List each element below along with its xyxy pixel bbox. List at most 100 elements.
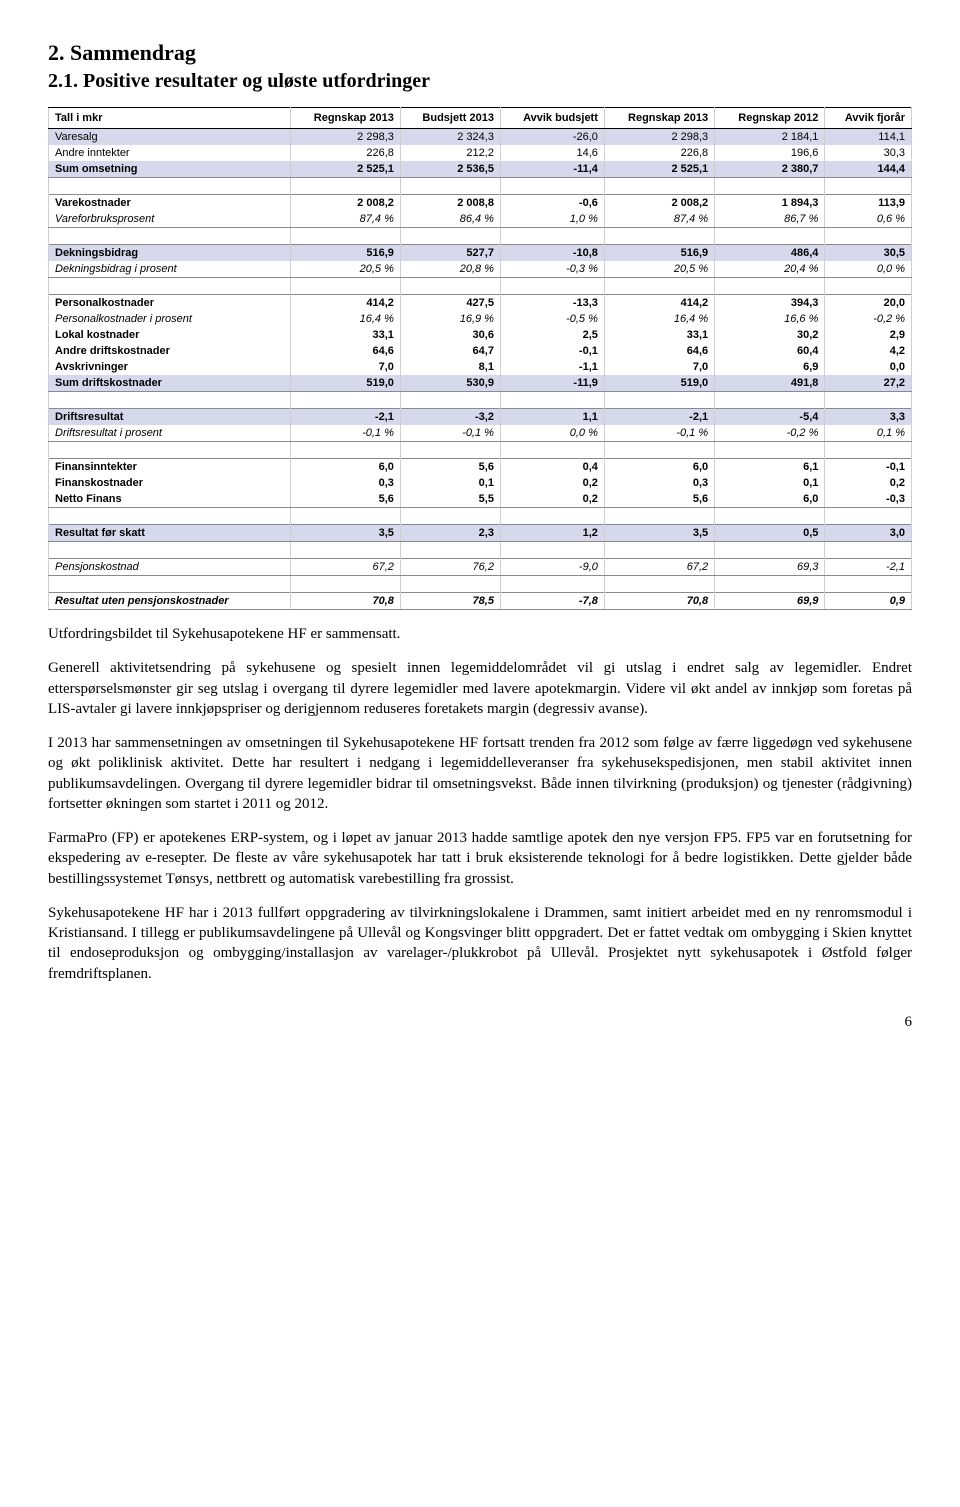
cell-value: 14,6 [500, 145, 604, 161]
cell-value: 6,9 [715, 359, 825, 375]
cell-value: 30,3 [825, 145, 912, 161]
row-label: Varesalg [49, 129, 291, 146]
cell-value: 67,2 [604, 559, 714, 576]
cell-value: 530,9 [400, 375, 500, 392]
cell-value: 70,8 [290, 593, 400, 610]
table-column-header: Avvik fjorår [825, 108, 912, 129]
cell-value: -11,4 [500, 161, 604, 178]
cell-value: 2,3 [400, 525, 500, 542]
cell-value: -13,3 [500, 295, 604, 312]
table-row: Pensjonskostnad67,276,2-9,067,269,3-2,1 [49, 559, 912, 576]
cell-value: -0,6 [500, 195, 604, 212]
row-label: Andre inntekter [49, 145, 291, 161]
cell-value: 2 324,3 [400, 129, 500, 146]
body-paragraph: I 2013 har sammensetningen av omsetninge… [48, 733, 912, 814]
cell-value: 427,5 [400, 295, 500, 312]
cell-value: -1,1 [500, 359, 604, 375]
table-row: Avskrivninger7,08,1-1,17,06,90,0 [49, 359, 912, 375]
cell-value: 2 008,8 [400, 195, 500, 212]
cell-value: 16,4 % [604, 311, 714, 327]
table-row: Sum driftskostnader519,0530,9-11,9519,04… [49, 375, 912, 392]
cell-value: -0,1 [500, 343, 604, 359]
row-label: Resultat uten pensjonskostnader [49, 593, 291, 610]
row-label: Sum driftskostnader [49, 375, 291, 392]
row-label: Driftsresultat i prosent [49, 425, 291, 442]
table-spacer-row [49, 392, 912, 409]
cell-value: 16,4 % [290, 311, 400, 327]
cell-value: 0,9 [825, 593, 912, 610]
cell-value: 0,3 [290, 475, 400, 491]
table-row: Resultat før skatt3,52,31,23,50,53,0 [49, 525, 912, 542]
cell-value: 7,0 [290, 359, 400, 375]
table-row: Lokal kostnader33,130,62,533,130,22,9 [49, 327, 912, 343]
cell-value: 2 298,3 [290, 129, 400, 146]
cell-value: -26,0 [500, 129, 604, 146]
cell-value: 1 894,3 [715, 195, 825, 212]
table-column-header: Budsjett 2013 [400, 108, 500, 129]
cell-value: 2 184,1 [715, 129, 825, 146]
cell-value: 5,5 [400, 491, 500, 508]
table-column-header: Regnskap 2013 [290, 108, 400, 129]
cell-value: -9,0 [500, 559, 604, 576]
cell-value: 6,0 [290, 459, 400, 476]
cell-value: 6,0 [715, 491, 825, 508]
cell-value: 414,2 [604, 295, 714, 312]
cell-value: 486,4 [715, 245, 825, 262]
cell-value: 86,4 % [400, 211, 500, 228]
cell-value: -2,1 [604, 409, 714, 426]
cell-value: 20,5 % [290, 261, 400, 278]
body-paragraph: FarmaPro (FP) er apotekenes ERP-system, … [48, 828, 912, 889]
table-row: Finansinntekter6,05,60,46,06,1-0,1 [49, 459, 912, 476]
table-spacer-row [49, 576, 912, 593]
cell-value: 2 536,5 [400, 161, 500, 178]
cell-value: 33,1 [604, 327, 714, 343]
table-row: Andre inntekter226,8212,214,6226,8196,63… [49, 145, 912, 161]
row-label: Driftsresultat [49, 409, 291, 426]
cell-value: 527,7 [400, 245, 500, 262]
table-row: Resultat uten pensjonskostnader70,878,5-… [49, 593, 912, 610]
cell-value: 20,0 [825, 295, 912, 312]
cell-value: 87,4 % [604, 211, 714, 228]
row-label: Pensjonskostnad [49, 559, 291, 576]
cell-value: -0,1 % [290, 425, 400, 442]
cell-value: 0,3 [604, 475, 714, 491]
cell-value: 2 008,2 [290, 195, 400, 212]
table-row: Driftsresultat i prosent-0,1 %-0,1 %0,0 … [49, 425, 912, 442]
cell-value: 27,2 [825, 375, 912, 392]
cell-value: 30,6 [400, 327, 500, 343]
cell-value: 78,5 [400, 593, 500, 610]
cell-value: 87,4 % [290, 211, 400, 228]
table-row: Personalkostnader414,2427,5-13,3414,2394… [49, 295, 912, 312]
table-spacer-row [49, 278, 912, 295]
cell-value: 16,9 % [400, 311, 500, 327]
row-label: Personalkostnader i prosent [49, 311, 291, 327]
cell-value: 516,9 [604, 245, 714, 262]
cell-value: 0,2 [500, 475, 604, 491]
subsection-heading: 2.1. Positive resultater og uløste utfor… [48, 70, 912, 93]
table-row: Dekningsbidrag516,9527,7-10,8516,9486,43… [49, 245, 912, 262]
cell-value: 3,3 [825, 409, 912, 426]
body-paragraph: Sykehusapotekene HF har i 2013 fullført … [48, 903, 912, 984]
cell-value: -0,1 % [400, 425, 500, 442]
page-number: 6 [48, 1014, 912, 1031]
section-heading: 2. Sammendrag [48, 40, 912, 66]
row-label: Avskrivninger [49, 359, 291, 375]
cell-value: 226,8 [604, 145, 714, 161]
cell-value: 30,2 [715, 327, 825, 343]
cell-value: 64,7 [400, 343, 500, 359]
row-label: Vareforbruksprosent [49, 211, 291, 228]
body-paragraph: Generell aktivitetsendring på sykehusene… [48, 658, 912, 719]
cell-value: -2,1 [825, 559, 912, 576]
cell-value: 491,8 [715, 375, 825, 392]
cell-value: 394,3 [715, 295, 825, 312]
cell-value: 516,9 [290, 245, 400, 262]
cell-value: 1,0 % [500, 211, 604, 228]
table-row: Netto Finans5,65,50,25,66,0-0,3 [49, 491, 912, 508]
cell-value: 6,0 [604, 459, 714, 476]
cell-value: 414,2 [290, 295, 400, 312]
cell-value: 20,5 % [604, 261, 714, 278]
table-row: Finanskostnader0,30,10,20,30,10,2 [49, 475, 912, 491]
cell-value: 69,3 [715, 559, 825, 576]
cell-value: 2 525,1 [290, 161, 400, 178]
cell-value: -0,2 % [825, 311, 912, 327]
